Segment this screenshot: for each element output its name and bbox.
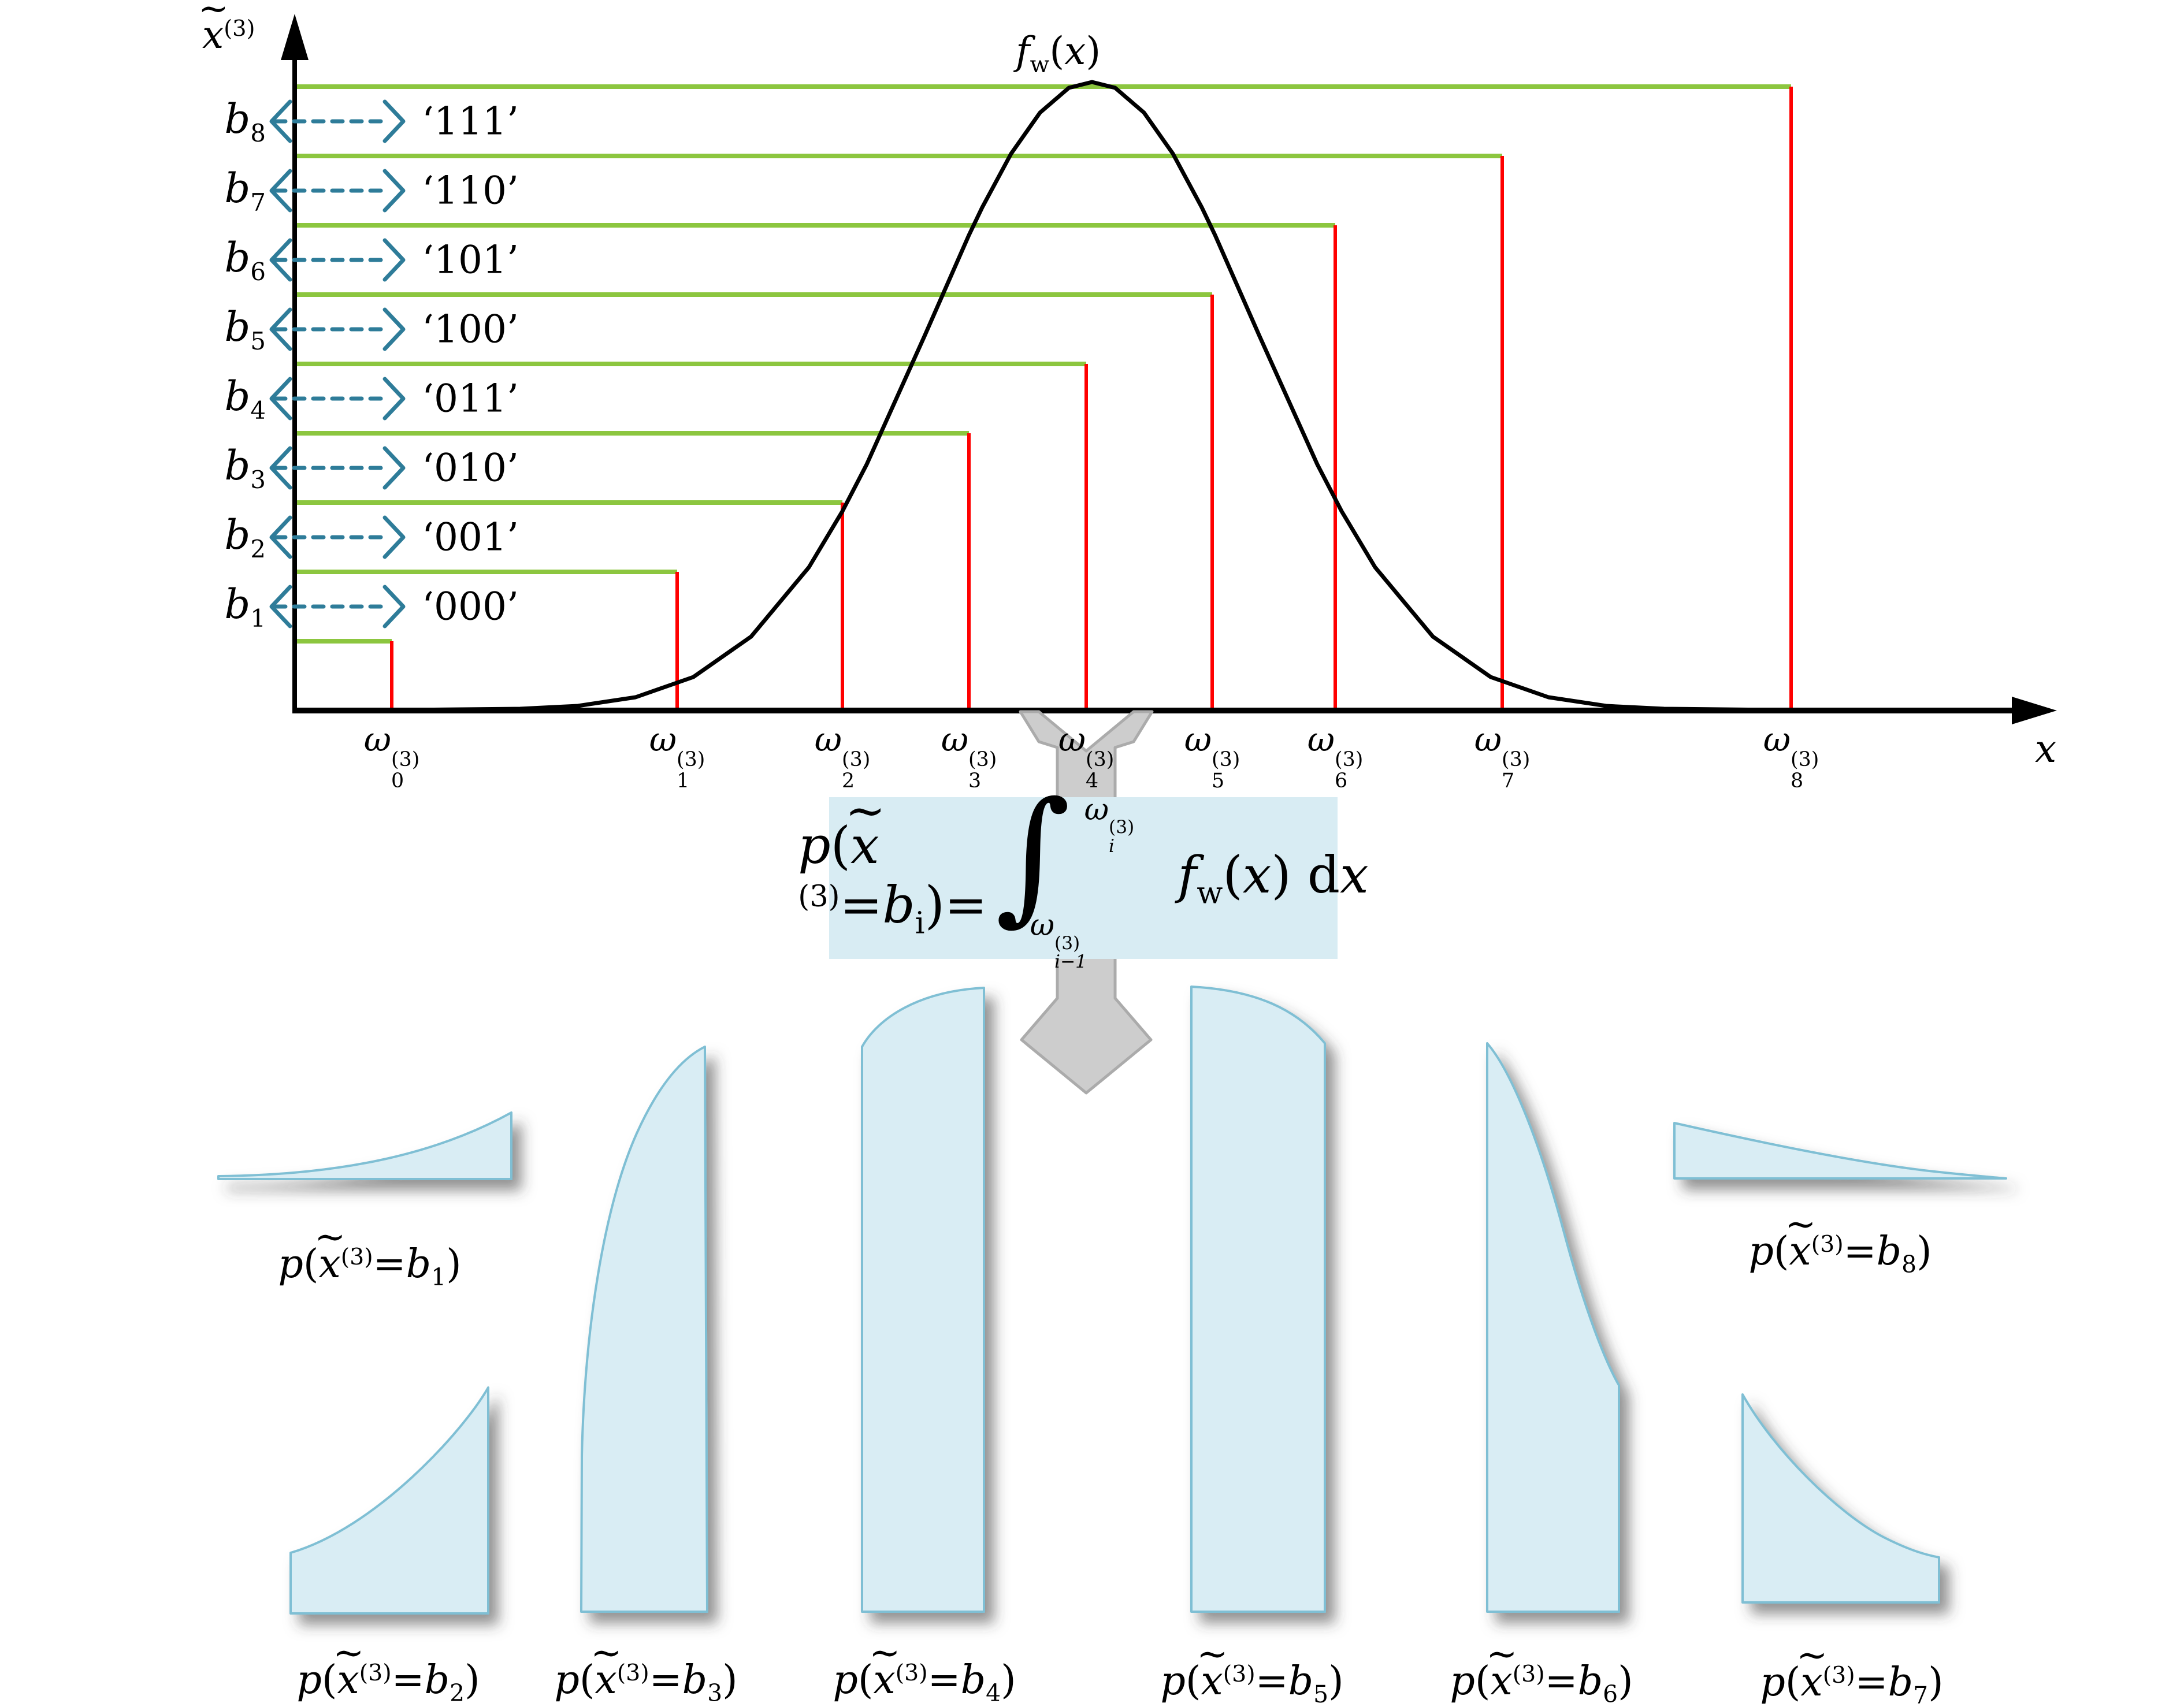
probability-shape-b6: [1486, 1042, 1620, 1613]
probability-shapes: [217, 985, 2007, 1615]
integral-formula-box: p(x ~ (3)=bi)= ∫ ω (3) i ω (3) i−1 fw(x) dx: [798, 771, 1368, 973]
integral-upper-limit: ω (3) i: [1084, 793, 1135, 857]
probability-label-b4: p(x ~ (3)=b4): [833, 1631, 1016, 1707]
mapping-arrow-b6: [269, 238, 406, 282]
x-axis-label: x: [2035, 727, 2057, 771]
mapping-arrow-b7: [269, 169, 406, 213]
formula-lhs: p(x ~ (3)=bi)=: [798, 782, 987, 941]
probability-label-b2: p(x ~ (3)=b2): [296, 1631, 480, 1707]
mapping-arrow-b4: [269, 377, 406, 421]
y-axis-label: x ~ (3): [198, 0, 255, 57]
mapping-arrow-b2: [269, 515, 406, 559]
binary-code-b8: ‘111’: [422, 99, 519, 144]
binary-code-b7: ‘110’: [422, 168, 519, 213]
probability-shape-b7: [1741, 1393, 1940, 1604]
boundary-label-omega8: ω (3) 8: [1763, 720, 1819, 793]
boundary-lines: [390, 87, 1793, 708]
level-label-b7: b7: [224, 165, 266, 217]
binary-code-b2: ‘001’: [422, 515, 519, 560]
level-label-b5: b5: [224, 303, 266, 355]
curve-label: fw(x): [1016, 29, 1101, 78]
probability-shape-b8: [1673, 1122, 2007, 1180]
boundary-label-omega4: ω (3) 4: [1058, 720, 1115, 793]
boundary-label-omega6: ω (3) 6: [1307, 720, 1364, 793]
probability-label-b3: p(x ~ (3)=b3): [554, 1631, 738, 1707]
mapping-arrow-b8: [269, 99, 406, 143]
probability-label-b7: p(x ~ (3)=b7): [1760, 1634, 1944, 1707]
binary-code-b1: ‘000’: [422, 584, 519, 629]
mapping-arrow-b3: [269, 446, 406, 490]
probability-shape-b5: [1190, 985, 1326, 1613]
level-label-b6: b6: [224, 234, 266, 286]
binary-code-b5: ‘100’: [422, 307, 519, 352]
binary-code-b3: ‘010’: [422, 445, 519, 490]
mapping-arrow-b1: [269, 585, 406, 628]
probability-shape-b1: [217, 1111, 512, 1180]
probability-label-b5: p(x ~ (3)=b5): [1160, 1632, 1344, 1707]
probability-shape-b4: [861, 987, 985, 1613]
binary-code-b6: ‘101’: [422, 237, 519, 282]
integral-sign: ∫ ω (3) i ω (3) i−1: [995, 771, 1135, 973]
boundary-label-omega7: ω (3) 7: [1474, 720, 1531, 793]
level-label-b2: b2: [224, 511, 266, 563]
boundary-label-omega5: ω (3) 5: [1184, 720, 1240, 793]
level-label-b1: b1: [224, 581, 266, 633]
probability-label-b1: p(x ~ (3)=b1): [278, 1215, 462, 1292]
boundary-label-omega2: ω (3) 2: [814, 720, 871, 793]
integral-lower-limit: ω (3) i−1: [1030, 908, 1087, 973]
probability-shape-b3: [580, 1046, 708, 1613]
y-axis-arrow-icon: [281, 14, 309, 60]
binary-code-b4: ‘011’: [422, 376, 519, 421]
level-label-b8: b8: [224, 95, 266, 147]
probability-label-b8: p(x ~ (3)=b8): [1748, 1203, 1932, 1279]
probability-shape-b2: [289, 1386, 489, 1615]
level-label-b4: b4: [224, 373, 266, 425]
pdf-curve: [298, 80, 1921, 713]
probability-label-b6: p(x ~ (3)=b6): [1450, 1632, 1633, 1707]
boundary-label-omega1: ω (3) 1: [649, 720, 705, 793]
level-lines: [295, 84, 1791, 644]
mapping-arrows: [269, 99, 406, 628]
axes: [281, 14, 2057, 724]
level-label-b3: b3: [224, 442, 266, 494]
mapping-arrow-b5: [269, 307, 406, 351]
boundary-label-omega0: ω (3) 0: [363, 720, 420, 793]
formula-integrand: fw(x) dx: [1178, 845, 1369, 911]
boundary-label-omega3: ω (3) 3: [941, 720, 997, 793]
x-axis-arrow-icon: [2012, 697, 2057, 724]
